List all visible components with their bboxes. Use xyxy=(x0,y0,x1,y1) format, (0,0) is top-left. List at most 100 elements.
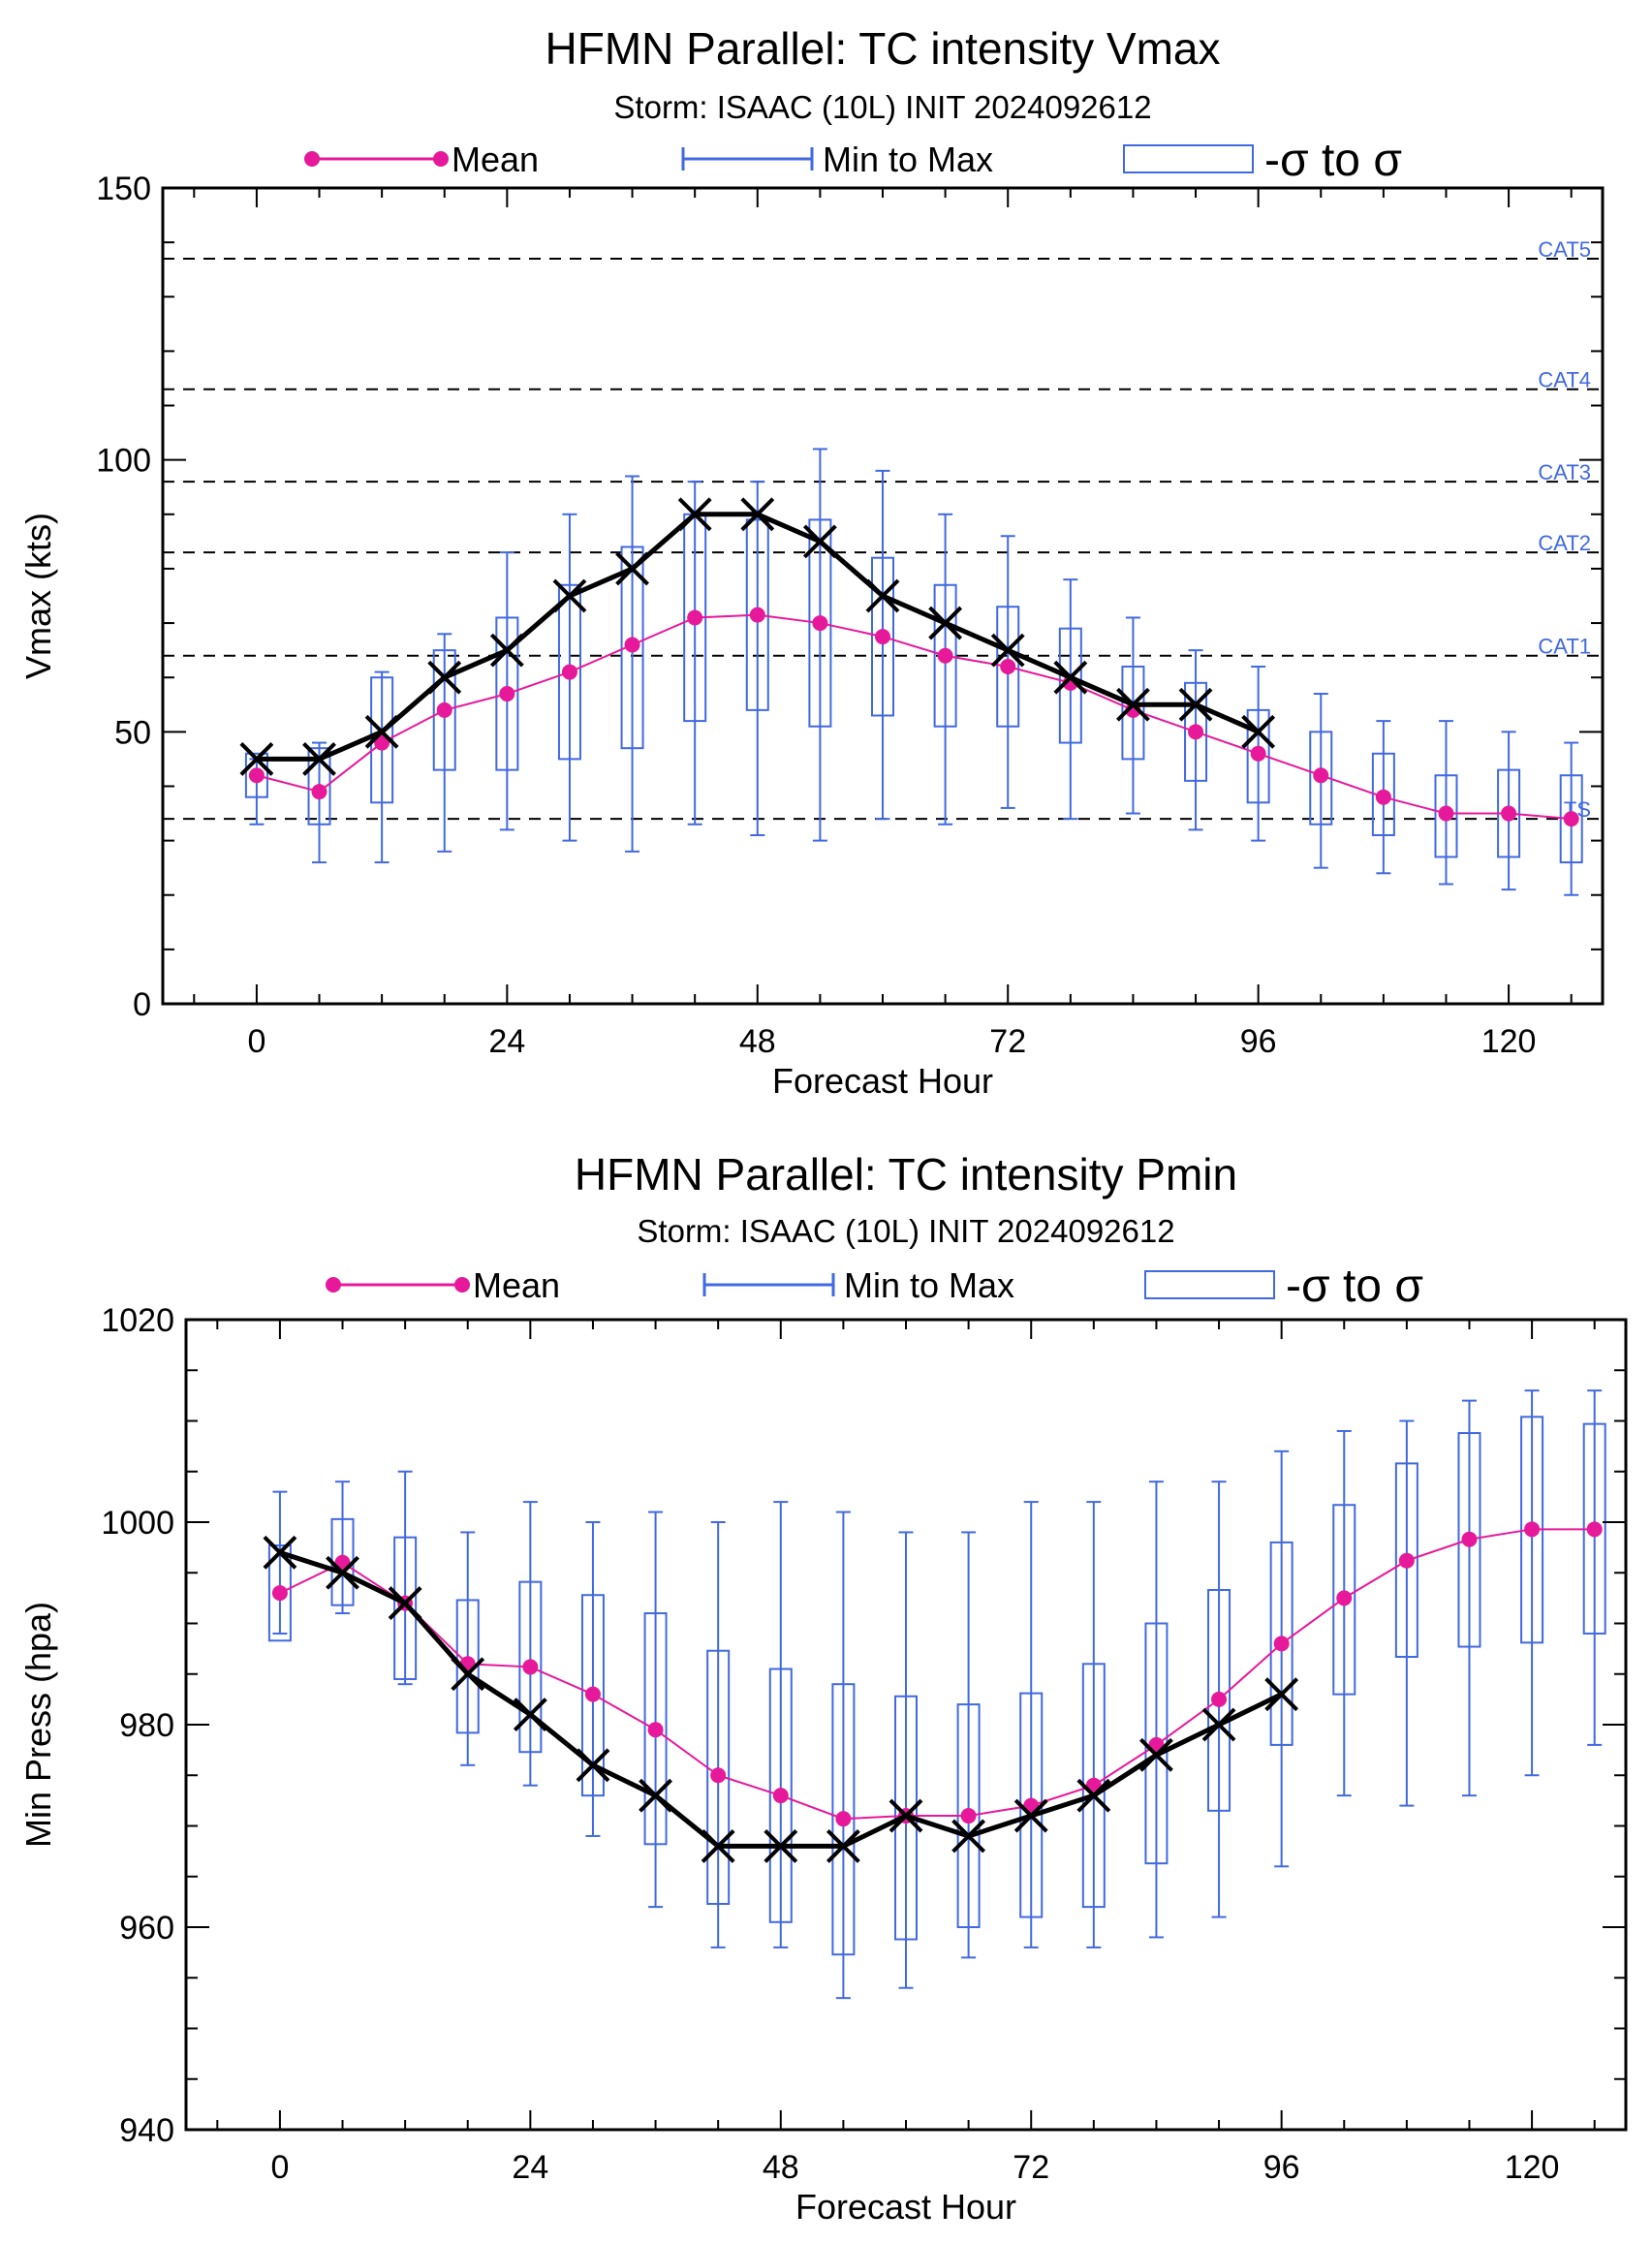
legend-mean-marker xyxy=(326,1277,341,1293)
mean-point xyxy=(1524,1521,1541,1538)
best-track-marker xyxy=(263,1535,297,1570)
sigma-box xyxy=(1332,1504,1356,1696)
legend-sigma-label: -σ to σ xyxy=(1286,1261,1423,1312)
mean-line xyxy=(256,613,1572,821)
legend: Mean Min to Max -σ to σ xyxy=(326,1261,1423,1312)
mean-point xyxy=(1250,745,1266,762)
legend: Mean Min to Max -σ to σ xyxy=(304,135,1402,186)
chart-subtitle: Storm: ISAAC (10L) INIT 2024092612 xyxy=(613,89,1151,125)
mean-point xyxy=(522,1659,539,1675)
best-track-marker xyxy=(740,497,775,532)
mean-point xyxy=(772,1788,789,1804)
y-tick-label: 150 xyxy=(96,171,151,207)
mean-point xyxy=(271,1585,288,1602)
mean-point xyxy=(1375,789,1391,805)
spread-markers xyxy=(267,1389,1606,2000)
threshold-label: CAT4 xyxy=(1538,368,1591,392)
y-tick-label: 1020 xyxy=(101,1302,174,1339)
best-track-marker xyxy=(427,660,462,695)
legend-range-label: Min to Max xyxy=(823,140,993,179)
y-tick-label: 980 xyxy=(119,1707,174,1744)
y-tick-label: 0 xyxy=(133,986,151,1023)
best-track-marker xyxy=(1178,687,1213,722)
legend-range-label: Min to Max xyxy=(844,1265,1014,1305)
sigma-box xyxy=(1269,1541,1294,1746)
sigma-box xyxy=(495,616,519,771)
x-axis-label: Forecast Hour xyxy=(772,1061,993,1101)
x-tick-label: 96 xyxy=(1240,1023,1277,1060)
sigma-box xyxy=(1184,681,1208,782)
best-track-marker xyxy=(302,741,336,776)
best-track-marker xyxy=(802,524,837,559)
threshold-label: CAT5 xyxy=(1538,237,1591,262)
y-axis-label: Vmax (kts) xyxy=(18,513,58,679)
sigma-box xyxy=(1394,1462,1418,1658)
y-axis: 940 960 980 1000 1020 Min Press (hpa) xyxy=(18,1302,1626,2149)
legend-sigma-label: -σ to σ xyxy=(1264,135,1402,186)
best-track-marker xyxy=(951,1819,986,1854)
mean-line xyxy=(279,1528,1595,1821)
best-track-marker xyxy=(552,578,587,613)
mean-point xyxy=(937,647,953,664)
x-tick-label: 0 xyxy=(247,1023,265,1060)
mean-point xyxy=(436,701,452,718)
best-track-marker xyxy=(865,578,900,613)
sigma-box xyxy=(1434,774,1458,858)
sigma-box xyxy=(307,747,331,826)
mean-point xyxy=(687,609,703,626)
threshold-label: CAT3 xyxy=(1538,460,1591,484)
mean-point xyxy=(710,1767,727,1784)
best-track-marker xyxy=(1264,1677,1299,1712)
best-track-marker xyxy=(615,551,649,586)
threshold-label: CAT1 xyxy=(1538,635,1591,659)
best-track-marker xyxy=(489,633,524,668)
x-tick-label: 48 xyxy=(763,2149,799,2186)
best-track-marker xyxy=(451,1657,485,1692)
sigma-box xyxy=(933,583,957,728)
mean-point xyxy=(749,607,765,623)
best-track-marker xyxy=(1201,1707,1236,1742)
sigma-box xyxy=(1457,1432,1481,1648)
best-track-marker xyxy=(701,1828,735,1863)
y-tick-label: 940 xyxy=(119,2112,174,2149)
mean-point xyxy=(1336,1590,1353,1606)
best-track-marker xyxy=(1241,714,1276,749)
sigma-box xyxy=(706,1649,731,1905)
x-axis: 0 24 48 72 96 120 Forecast Hour xyxy=(193,188,1573,1101)
spread-markers xyxy=(244,448,1583,896)
mean-point xyxy=(248,767,265,784)
sigma-box xyxy=(871,556,894,717)
sigma-box xyxy=(1207,1589,1231,1812)
mean-point xyxy=(875,629,890,645)
mean-point xyxy=(1273,1636,1290,1652)
best-track-marker xyxy=(990,633,1025,668)
legend-sigma-box xyxy=(1144,1270,1275,1299)
mean-point xyxy=(1211,1691,1228,1707)
chart-subtitle: Storm: ISAAC (10L) INIT 2024092612 xyxy=(637,1213,1174,1249)
x-axis-label: Forecast Hour xyxy=(795,2187,1016,2227)
best-track-marker xyxy=(1013,1798,1048,1833)
pmin-chart: HFMN Parallel: TC intensity Pmin Storm: I… xyxy=(18,1149,1628,2227)
x-tick-label: 48 xyxy=(739,1023,776,1060)
best-track-marker xyxy=(764,1828,798,1863)
mean-point xyxy=(1586,1521,1603,1538)
sigma-box xyxy=(768,1667,793,1923)
vmax-chart: HFMN Parallel: TC intensity Vmax Storm: I… xyxy=(18,23,1605,1101)
sigma-box xyxy=(580,1594,605,1797)
mean-point xyxy=(1461,1531,1478,1547)
best-track-marker xyxy=(388,1586,422,1621)
mean-point xyxy=(499,686,515,702)
x-tick-label: 120 xyxy=(1505,2149,1560,2186)
y-axis: 0 50 100 150 Vmax (kts) xyxy=(18,171,1603,1023)
best-track-marker xyxy=(1139,1737,1173,1772)
mean-series xyxy=(248,607,1579,827)
legend-mean-marker xyxy=(433,151,449,167)
y-tick-label: 50 xyxy=(114,714,151,751)
x-axis: 0 24 48 72 96 120 Forecast Hour xyxy=(216,1320,1596,2227)
sigma-box xyxy=(244,752,268,798)
sigma-box xyxy=(432,649,456,771)
y-tick-label: 960 xyxy=(119,1910,174,1947)
x-tick-label: 120 xyxy=(1481,1023,1537,1060)
sigma-box xyxy=(455,1599,480,1734)
